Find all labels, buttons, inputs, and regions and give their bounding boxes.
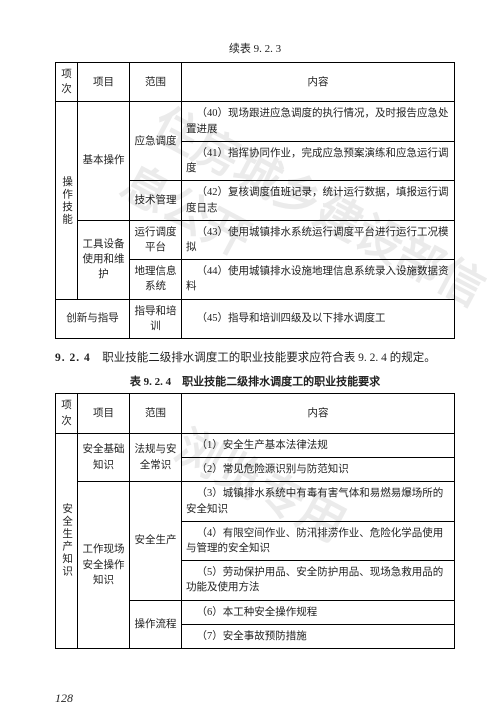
table-row: 安全生产知识 安全基础知识 法规与安全常识 （1）安全生产基本法律法规: [56, 433, 455, 457]
section-text: 职业技能二级排水调度工的职业技能要求应符合表 9. 2. 4 的规定。: [91, 352, 436, 364]
table-header-row: 项次 项目 范围 内容: [56, 63, 455, 102]
th-scope: 范围: [130, 394, 182, 433]
cell-content: （4）有限空间作业、防汛排涝作业、危险化学品使用与管理的安全知识: [182, 521, 455, 560]
cell-item: 工作现场安全操作知识: [78, 482, 130, 649]
cell-content: （7）安全事故预防措施: [182, 624, 455, 648]
th-content: 内容: [182, 63, 455, 102]
cell-scope: 运行调度平台: [130, 220, 182, 259]
table-row: 工作现场安全操作知识 安全生产 （3）城镇排水系统中有毒有害气体和易燃易爆场所的…: [56, 482, 455, 521]
th-item: 项目: [78, 394, 130, 433]
cell-content: （42）复核调度值班记录，统计运行数据，填报运行调度日志: [182, 181, 455, 220]
cell-content: （5）劳动保护用品、安全防护用品、现场急救用品的功能及使用方法: [182, 561, 455, 600]
cell-scope: 指导和培训: [130, 299, 182, 338]
page-number: 128: [55, 691, 73, 706]
cell-scope: 安全生产: [130, 482, 182, 600]
cell-content: （1）安全生产基本法律法规: [182, 433, 455, 457]
cell-item: 安全基础知识: [78, 433, 130, 481]
cell-content: （44）使用城镇排水设施地理信息系统录入设施数据资料: [182, 260, 455, 299]
cell-scope: 操作流程: [130, 600, 182, 648]
cell-scope: 技术管理: [130, 181, 182, 220]
cell-item: 基本操作: [78, 102, 130, 220]
cell-content: （41）指挥协同作业，完成应急预案演练和应急运行调度: [182, 141, 455, 180]
cell-item: 创新与指导: [56, 299, 130, 338]
cell-content: （45）指导和培训四级及以下排水调度工: [182, 299, 455, 338]
row-group-label: 安全生产知识: [56, 433, 78, 648]
table-row: 操作技能 基本操作 应急调度 （40）现场跟进应急调度的执行情况，及时报告应急处…: [56, 102, 455, 141]
th-content: 内容: [182, 394, 455, 433]
th-seq: 项次: [56, 394, 78, 433]
cell-scope: 地理信息系统: [130, 260, 182, 299]
table-header-row: 项次 项目 范围 内容: [56, 394, 455, 433]
cell-content: （43）使用城镇排水系统运行调度平台进行运行工况模拟: [182, 220, 455, 259]
section-number: 9. 2. 4: [55, 352, 91, 364]
cell-scope: 应急调度: [130, 102, 182, 181]
continuation-title: 续表 9. 2. 3: [55, 40, 455, 56]
cell-scope: 法规与安全常识: [130, 433, 182, 481]
th-seq: 项次: [56, 63, 78, 102]
cell-content: （2）常见危险源识别与防范知识: [182, 458, 455, 482]
cell-content: （40）现场跟进应急调度的执行情况，及时报告应急处置进展: [182, 102, 455, 141]
table-title: 表 9. 2. 4 职业技能二级排水调度工的职业技能要求: [55, 373, 455, 389]
section-paragraph: 9. 2. 4 职业技能二级排水调度工的职业技能要求应符合表 9. 2. 4 的…: [55, 349, 455, 367]
cell-item: 工具设备使用和维护: [78, 220, 130, 299]
cell-content: （3）城镇排水系统中有毒有害气体和易燃易爆场所的安全知识: [182, 482, 455, 521]
table-row: 创新与指导 指导和培训 （45）指导和培训四级及以下排水调度工: [56, 299, 455, 338]
table-9-2-3: 项次 项目 范围 内容 操作技能 基本操作 应急调度 （40）现场跟进应急调度的…: [55, 62, 455, 339]
cell-content: （6）本工种安全操作规程: [182, 600, 455, 624]
row-group-label: 操作技能: [56, 102, 78, 299]
th-item: 项目: [78, 63, 130, 102]
th-scope: 范围: [130, 63, 182, 102]
table-9-2-4: 项次 项目 范围 内容 安全生产知识 安全基础知识 法规与安全常识 （1）安全生…: [55, 393, 455, 649]
table-row: 工具设备使用和维护 运行调度平台 （43）使用城镇排水系统运行调度平台进行运行工…: [56, 220, 455, 259]
